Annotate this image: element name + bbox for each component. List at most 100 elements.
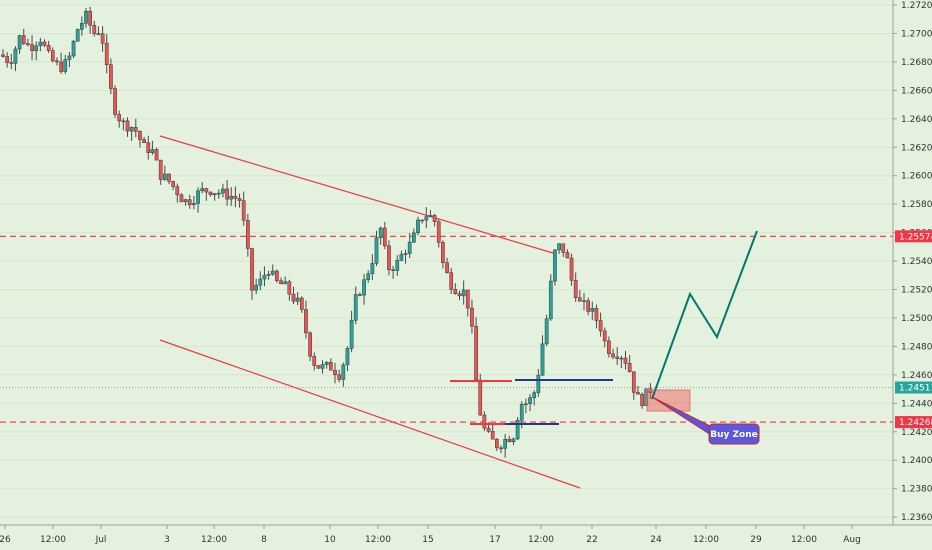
price-tick-label: 1.24000 bbox=[901, 456, 932, 466]
candle-up bbox=[370, 263, 375, 274]
price-tag-label: 1.24268 bbox=[899, 418, 932, 428]
time-tick-label: 12:00 bbox=[528, 535, 554, 545]
candle-up bbox=[553, 249, 557, 282]
projection-path bbox=[651, 230, 758, 400]
candle-up bbox=[216, 192, 221, 195]
candle-up bbox=[503, 438, 507, 449]
candle-down bbox=[1, 54, 5, 57]
candle-up bbox=[416, 219, 420, 234]
candle-up bbox=[266, 274, 271, 276]
candle-down bbox=[113, 88, 117, 115]
price-tick-label: 1.24600 bbox=[901, 371, 932, 381]
trend-channel bbox=[159, 135, 581, 489]
candle-down bbox=[275, 270, 279, 281]
candle-up bbox=[428, 215, 433, 218]
candle-down bbox=[631, 371, 636, 393]
candle-up bbox=[378, 227, 383, 238]
channel-lower-line bbox=[159, 339, 581, 489]
candle-up bbox=[461, 289, 466, 297]
candle-down bbox=[5, 56, 10, 63]
candle-down bbox=[586, 300, 590, 312]
candle-up bbox=[362, 279, 366, 296]
candle-down bbox=[465, 289, 470, 309]
candle-down bbox=[308, 332, 312, 357]
candle-down bbox=[499, 447, 503, 450]
candle-up bbox=[67, 55, 72, 60]
candle-up bbox=[258, 278, 263, 286]
price-tick-label: 1.25000 bbox=[901, 314, 932, 324]
candle-up bbox=[341, 364, 346, 380]
candle-down bbox=[208, 191, 213, 196]
candle-up bbox=[84, 10, 88, 24]
candle-down bbox=[470, 307, 474, 327]
candle-down bbox=[250, 248, 254, 291]
candle-up bbox=[395, 260, 400, 271]
price-tick-label: 1.23800 bbox=[901, 485, 932, 495]
candle-down bbox=[299, 297, 304, 310]
time-tick-label: 3 bbox=[164, 535, 170, 545]
candle-up bbox=[75, 29, 80, 42]
candle-down bbox=[204, 188, 209, 193]
price-tick-label: 1.25800 bbox=[901, 200, 932, 210]
candle-down bbox=[167, 173, 171, 182]
candle-down bbox=[92, 25, 97, 35]
candle-down bbox=[594, 308, 599, 321]
candle-down bbox=[482, 414, 487, 429]
price-tag bbox=[895, 230, 932, 243]
candle-down bbox=[179, 194, 184, 203]
candle-down bbox=[187, 199, 192, 205]
price-axis: 1.27200 1.27000 1.26800 1.26600 1.26400 1.262… bbox=[892, 0, 932, 525]
candle-up bbox=[129, 127, 134, 132]
time-tick-label: 12:00 bbox=[201, 535, 227, 545]
horizontal-levels bbox=[0, 235, 893, 423]
candle-down bbox=[59, 61, 63, 72]
candle-up bbox=[63, 59, 68, 72]
candle-up bbox=[619, 357, 624, 360]
candle-down bbox=[420, 219, 424, 222]
candle-down bbox=[449, 272, 454, 290]
candle-up bbox=[183, 199, 188, 203]
time-tick-label: 8 bbox=[261, 535, 267, 545]
candle-down bbox=[225, 188, 229, 200]
candle-up bbox=[17, 35, 22, 50]
candle-up bbox=[532, 392, 537, 398]
candle-down bbox=[607, 340, 611, 355]
candle-down bbox=[171, 181, 176, 187]
candle-down bbox=[358, 294, 362, 296]
price-tick-label: 1.25200 bbox=[901, 286, 932, 296]
candle-down bbox=[55, 60, 59, 63]
candle-down bbox=[445, 262, 449, 273]
time-tick-label: 12:00 bbox=[693, 535, 719, 545]
candle-up bbox=[262, 274, 267, 280]
candle-up bbox=[13, 48, 18, 64]
candle-down bbox=[175, 186, 180, 196]
candle-down bbox=[26, 43, 30, 45]
candle-up bbox=[407, 241, 412, 254]
buy-zone-box bbox=[646, 389, 691, 412]
buy-zone-label: Buy Zone bbox=[710, 430, 758, 440]
candle-down bbox=[474, 325, 478, 381]
annotations: Buy Zone bbox=[450, 230, 760, 445]
candle-down bbox=[436, 221, 441, 243]
candle-up bbox=[295, 297, 300, 302]
candle-up bbox=[34, 45, 39, 52]
candle-down bbox=[382, 227, 387, 247]
candle-up bbox=[557, 243, 561, 251]
price-tag bbox=[895, 416, 932, 429]
candle-up bbox=[196, 190, 200, 204]
candle-down bbox=[246, 220, 250, 249]
candle-down bbox=[142, 139, 146, 144]
candle-down bbox=[611, 353, 615, 358]
candle-down bbox=[432, 215, 437, 222]
candle-up bbox=[121, 120, 126, 123]
candle-down bbox=[125, 120, 130, 132]
candle-up bbox=[192, 203, 196, 205]
candle-down bbox=[598, 320, 603, 332]
candle-down bbox=[486, 427, 491, 432]
candles bbox=[1, 6, 653, 458]
buy-zone-callout bbox=[708, 423, 760, 445]
candle-down bbox=[88, 10, 93, 26]
candle-down bbox=[623, 357, 628, 364]
candle-down bbox=[233, 195, 238, 199]
